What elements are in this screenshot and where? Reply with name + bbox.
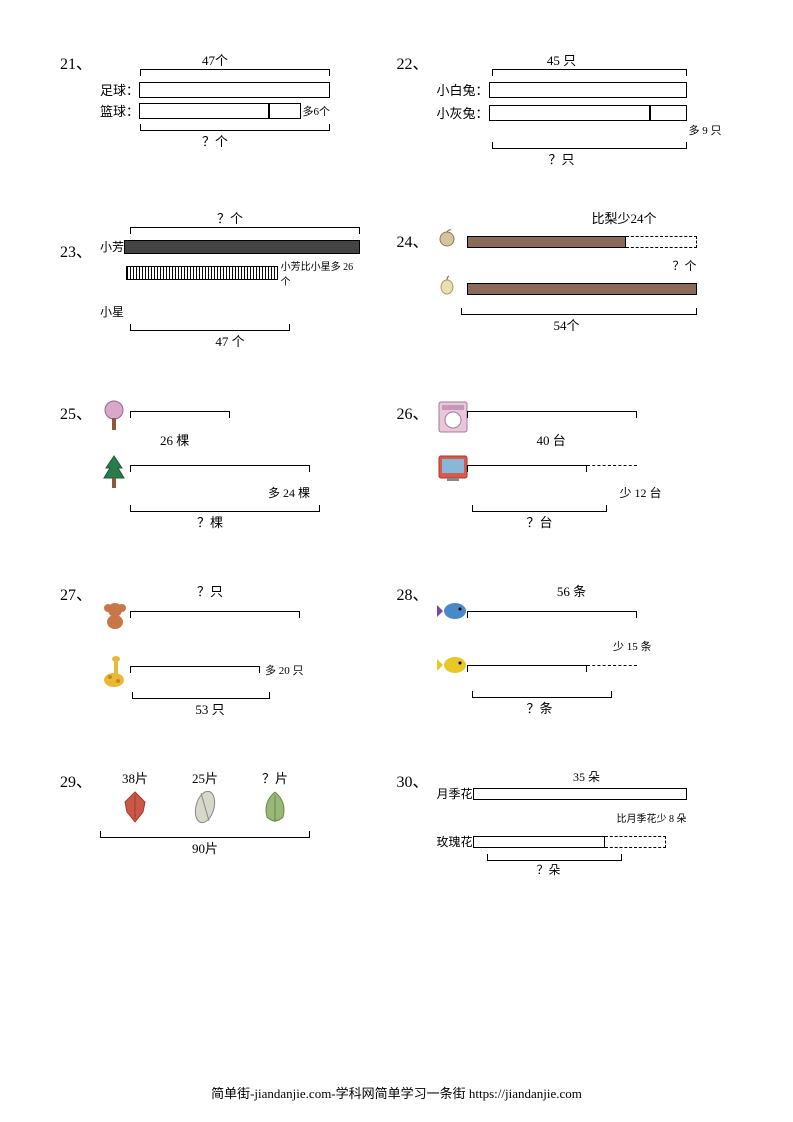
q27-extra: 多 20 只 xyxy=(265,662,304,678)
q27-diagram: ？只 多 20 只 53 只 xyxy=(100,581,320,718)
q21-l2: 篮球： xyxy=(100,101,139,120)
q29-v1: 38片 xyxy=(122,768,148,787)
apple-icon xyxy=(437,227,467,257)
q30-l2: 玫瑰花 xyxy=(437,833,473,850)
q22-l2: 小灰兔： xyxy=(437,103,489,122)
q30-bot: ？朵 xyxy=(537,861,687,878)
q22-bot: ？只 xyxy=(437,149,687,168)
q29-v3: ？片 xyxy=(262,768,288,787)
q23-num: 23、 xyxy=(60,238,92,262)
q21-bot: ？个 xyxy=(100,131,330,150)
q29-diagram: 38片 25片 ？片 90片 xyxy=(100,768,310,857)
q25-v1: 26 棵 xyxy=(160,430,320,449)
q22-diagram: 45 只 小白兔： 小灰兔： 多 9 只 ？只 xyxy=(437,50,687,168)
q23-extra: 小芳比小星多 26 个 xyxy=(281,258,360,288)
q30-l1: 月季花 xyxy=(437,785,473,802)
q24-diagram: 比梨少24个 ？个 54个 xyxy=(437,208,697,334)
q22-top: 45 只 xyxy=(437,50,687,69)
q28-bot: ？条 xyxy=(527,698,667,717)
q23-l2: 小星 xyxy=(100,305,124,319)
q21-num: 21、 xyxy=(60,50,92,74)
q21-top: 47个 xyxy=(100,50,330,69)
q21-extra: 多6个 xyxy=(303,103,331,119)
q27-top: ？只 xyxy=(100,581,320,600)
q30-extra: 比月季花少 8 朵 xyxy=(437,810,687,825)
fish2-icon xyxy=(437,654,467,684)
q29-bot: 90片 xyxy=(100,838,310,857)
q26-extra: 少 12 台 xyxy=(437,484,667,501)
q30-num: 30、 xyxy=(397,768,429,792)
leaf3-icon xyxy=(255,787,295,827)
q26-bot: ？台 xyxy=(527,512,667,531)
q25-extra: 多 24 棵 xyxy=(100,484,320,501)
q23-bot: 47 个 xyxy=(100,331,360,350)
pear-icon xyxy=(437,274,467,304)
q21-diagram: 47个 足球： 篮球： 多6个 ？个 xyxy=(100,50,330,150)
leaf1-icon xyxy=(115,787,155,827)
q25-num: 25、 xyxy=(60,400,92,424)
q24-num: 24、 xyxy=(397,228,429,252)
giraffe-icon xyxy=(100,655,130,685)
q30-v1: 35 朵 xyxy=(487,768,687,785)
q28-top: 56 条 xyxy=(477,581,667,600)
q28-diagram: 56 条 少 15 条 ？条 xyxy=(437,581,667,717)
q30-diagram: 35 朵 月季花 比月季花少 8 朵 玫瑰花 ？朵 xyxy=(437,768,687,878)
q24-top: 比梨少24个 xyxy=(437,208,697,227)
tv-icon xyxy=(437,454,467,484)
q29-v2: 25片 xyxy=(192,768,218,787)
tree2-icon xyxy=(100,454,130,484)
q28-num: 28、 xyxy=(397,581,429,605)
q29-num: 29、 xyxy=(60,768,92,792)
q27-num: 27、 xyxy=(60,581,92,605)
q23-top: ？个 xyxy=(100,208,360,227)
q24-extra: ？个 xyxy=(437,257,697,274)
q26-v1: 40 台 xyxy=(537,430,667,449)
q23-l1: 小芳 xyxy=(100,238,124,255)
q26-num: 26、 xyxy=(397,400,429,424)
tree1-icon xyxy=(100,400,130,430)
q24-bot: 54个 xyxy=(437,315,697,334)
q25-diagram: 26 棵 多 24 棵 ？棵 xyxy=(100,400,320,531)
fish1-icon xyxy=(437,600,467,630)
q26-diagram: 40 台 少 12 台 ？台 xyxy=(437,400,667,531)
q25-bot: ？棵 xyxy=(100,512,320,531)
monkey-icon xyxy=(100,600,130,630)
washer-icon xyxy=(437,400,467,430)
q22-l1: 小白兔： xyxy=(437,80,489,99)
q22-num: 22、 xyxy=(397,50,429,74)
q21-l1: 足球： xyxy=(100,80,139,99)
q27-bot: 53 只 xyxy=(100,699,320,718)
leaf2-icon xyxy=(185,787,225,827)
page-footer: 简单街-jiandanjie.com-学科网简单学习一条街 https://ji… xyxy=(0,1083,793,1102)
q23-diagram: ？个 小芳 小芳比小星多 26 个 小星 47 个 xyxy=(100,208,360,350)
q22-extra: 多 9 只 xyxy=(437,122,722,138)
q28-extra: 少 15 条 xyxy=(437,638,667,654)
